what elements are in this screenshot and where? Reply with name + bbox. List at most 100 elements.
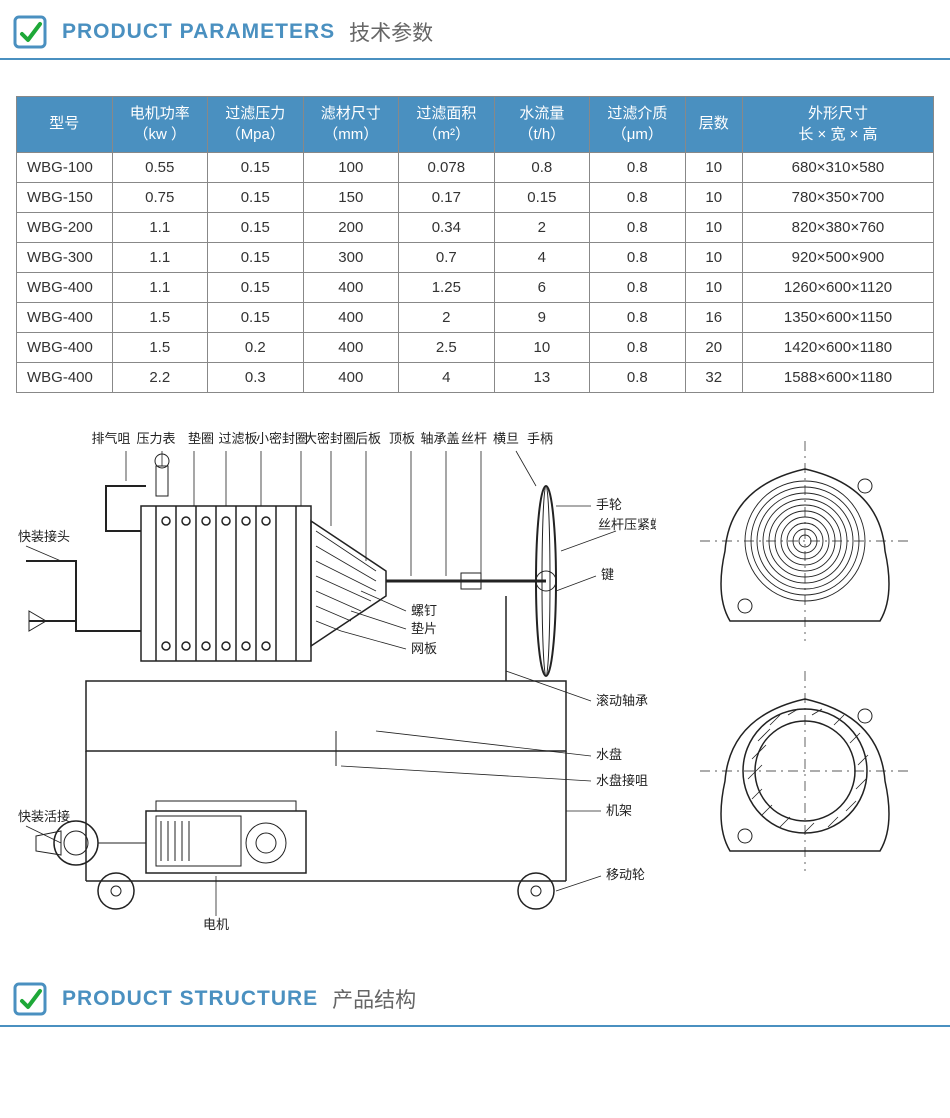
table-cell: 0.8 bbox=[494, 153, 590, 183]
table-cell: 13 bbox=[494, 363, 590, 393]
parameters-table-wrap: 型号 电机功率（kw ） 过滤压力（Mpa） 滤材尺寸（mm） 过滤面积（m²）… bbox=[0, 96, 950, 393]
table-cell: 0.8 bbox=[590, 153, 686, 183]
table-cell: 400 bbox=[303, 273, 399, 303]
table-cell: 1420×600×1180 bbox=[742, 333, 933, 363]
table-cell: 0.17 bbox=[399, 183, 495, 213]
table-cell: 0.34 bbox=[399, 213, 495, 243]
lbl-r1: 丝杆压紧螺母 bbox=[598, 517, 656, 532]
lbl-r6: 机架 bbox=[606, 803, 632, 818]
table-cell: 780×350×700 bbox=[742, 183, 933, 213]
th-th: 水流量（t/h） bbox=[494, 97, 590, 153]
table-cell: 300 bbox=[303, 243, 399, 273]
diagram-side-views bbox=[676, 411, 934, 871]
table-cell: WBG-150 bbox=[17, 183, 113, 213]
lbl-top-3: 过滤板 bbox=[218, 431, 257, 446]
table-cell: 0.55 bbox=[112, 153, 208, 183]
th-m2: 过滤面积（m²） bbox=[399, 97, 495, 153]
th-model: 型号 bbox=[17, 97, 113, 153]
table-cell: 1.25 bbox=[399, 273, 495, 303]
table-cell: WBG-400 bbox=[17, 273, 113, 303]
th-mm: 滤材尺寸（mm） bbox=[303, 97, 399, 153]
table-cell: 1588×600×1180 bbox=[742, 363, 933, 393]
table-cell: WBG-200 bbox=[17, 213, 113, 243]
table-cell: WBG-400 bbox=[17, 303, 113, 333]
table-cell: 200 bbox=[303, 213, 399, 243]
section-header-structure: PRODUCT STRUCTURE 产品结构 bbox=[0, 967, 950, 1027]
table-cell: 1.1 bbox=[112, 243, 208, 273]
table-row: WBG-3001.10.153000.740.810920×500×900 bbox=[17, 243, 934, 273]
table-cell: 20 bbox=[685, 333, 742, 363]
table-cell: 9 bbox=[494, 303, 590, 333]
lbl-m0: 螺钉 bbox=[411, 603, 437, 618]
table-cell: 0.15 bbox=[208, 273, 304, 303]
lbl-top-5: 大密封圈 bbox=[304, 431, 356, 446]
table-cell: 0.7 bbox=[399, 243, 495, 273]
lbl-m1: 垫片 bbox=[411, 621, 437, 636]
lbl-top-9: 丝杆 bbox=[461, 431, 487, 446]
header-title-zh: 技术参数 bbox=[349, 17, 433, 47]
lbl-top-10: 横旦 bbox=[493, 431, 519, 446]
table-cell: 0.8 bbox=[590, 243, 686, 273]
th-mpa: 过滤压力（Mpa） bbox=[208, 97, 304, 153]
table-row: WBG-2001.10.152000.3420.810820×380×760 bbox=[17, 213, 934, 243]
table-cell: 6 bbox=[494, 273, 590, 303]
table-row: WBG-4001.50.15400290.8161350×600×1150 bbox=[17, 303, 934, 333]
table-cell: 10 bbox=[685, 273, 742, 303]
side-view-2 bbox=[700, 671, 910, 871]
table-cell: 10 bbox=[685, 153, 742, 183]
diagram-area: 排气咀 压力表 垫圈 过滤板 小密封圈 大密封圈 后板 顶板 轴承盖 丝杆 横旦… bbox=[0, 393, 950, 941]
lbl-top-11: 手柄 bbox=[527, 431, 553, 446]
table-cell: 1.5 bbox=[112, 303, 208, 333]
lbl-b0: 电机 bbox=[203, 917, 229, 931]
table-cell: 2 bbox=[399, 303, 495, 333]
lbl-l1: 快装活接 bbox=[18, 809, 70, 824]
table-row: WBG-4001.50.24002.5100.8201420×600×1180 bbox=[17, 333, 934, 363]
table-cell: 10 bbox=[685, 183, 742, 213]
table-cell: 0.15 bbox=[208, 183, 304, 213]
table-cell: 0.15 bbox=[208, 243, 304, 273]
lbl-top-8: 轴承盖 bbox=[420, 431, 459, 446]
table-cell: WBG-100 bbox=[17, 153, 113, 183]
lbl-top-0: 排气咀 bbox=[91, 431, 130, 446]
table-cell: 400 bbox=[303, 303, 399, 333]
lbl-top-4: 小密封圈 bbox=[256, 431, 308, 446]
table-row: WBG-4002.20.34004130.8321588×600×1180 bbox=[17, 363, 934, 393]
table-cell: 820×380×760 bbox=[742, 213, 933, 243]
table-cell: 2 bbox=[494, 213, 590, 243]
header2-title-zh: 产品结构 bbox=[332, 984, 416, 1014]
table-row: WBG-1500.750.151500.170.150.810780×350×7… bbox=[17, 183, 934, 213]
table-cell: 1260×600×1120 bbox=[742, 273, 933, 303]
table-cell: WBG-400 bbox=[17, 363, 113, 393]
machine-schematic: 排气咀 压力表 垫圈 过滤板 小密封圈 大密封圈 后板 顶板 轴承盖 丝杆 横旦… bbox=[16, 411, 656, 931]
table-cell: 1350×600×1150 bbox=[742, 303, 933, 333]
th-layer: 层数 bbox=[685, 97, 742, 153]
table-cell: 680×310×580 bbox=[742, 153, 933, 183]
table-cell: 10 bbox=[494, 333, 590, 363]
table-cell: 400 bbox=[303, 363, 399, 393]
table-row: WBG-4001.10.154001.2560.8101260×600×1120 bbox=[17, 273, 934, 303]
table-cell: 400 bbox=[303, 333, 399, 363]
table-cell: 0.8 bbox=[590, 183, 686, 213]
table-cell: 2.5 bbox=[399, 333, 495, 363]
table-cell: WBG-300 bbox=[17, 243, 113, 273]
lbl-r7: 移动轮 bbox=[606, 867, 645, 882]
th-um: 过滤介质（μm） bbox=[590, 97, 686, 153]
table-cell: 0.15 bbox=[494, 183, 590, 213]
table-cell: 1.1 bbox=[112, 213, 208, 243]
section-header-parameters: PRODUCT PARAMETERS 技术参数 bbox=[0, 0, 950, 60]
logo-icon bbox=[12, 14, 48, 50]
table-cell: 1.1 bbox=[112, 273, 208, 303]
table-cell: 100 bbox=[303, 153, 399, 183]
lbl-top-1: 压力表 bbox=[136, 431, 175, 446]
lbl-r4: 水盘 bbox=[596, 747, 622, 762]
table-cell: 0.2 bbox=[208, 333, 304, 363]
table-cell: 0.15 bbox=[208, 303, 304, 333]
table-cell: 4 bbox=[399, 363, 495, 393]
lbl-l0: 快装接头 bbox=[18, 529, 70, 544]
table-cell: 920×500×900 bbox=[742, 243, 933, 273]
lbl-r0: 手轮 bbox=[596, 497, 622, 512]
table-cell: 0.3 bbox=[208, 363, 304, 393]
table-cell: 10 bbox=[685, 243, 742, 273]
table-cell: 0.8 bbox=[590, 363, 686, 393]
lbl-r3: 滚动轴承 bbox=[596, 693, 648, 708]
